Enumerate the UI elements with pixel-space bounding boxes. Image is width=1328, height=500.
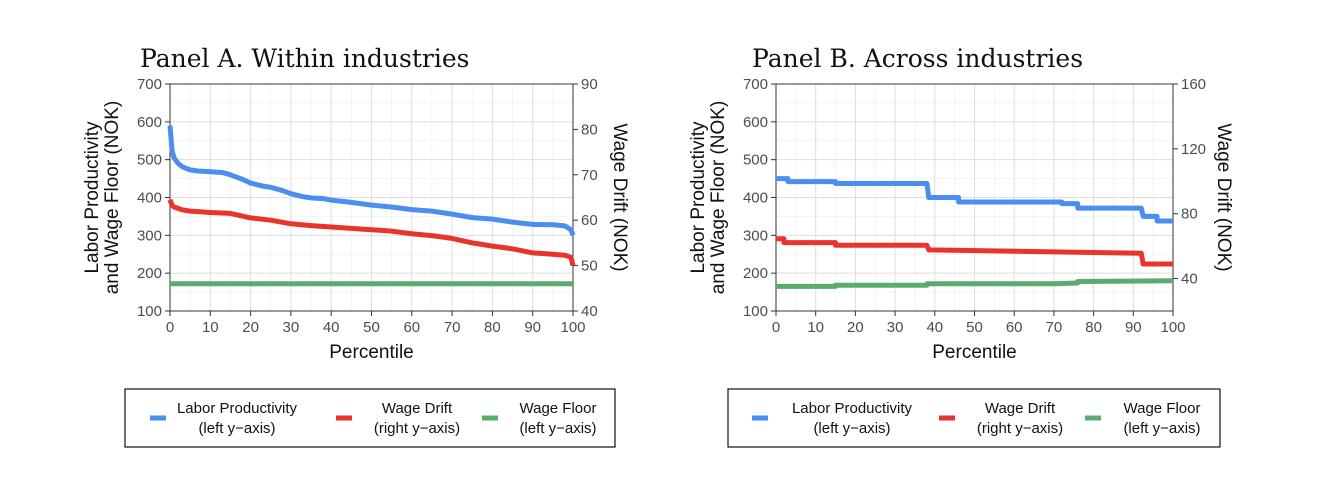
y-right-tick-label: 160 xyxy=(1181,76,1206,93)
y-right-tick-label: 40 xyxy=(1181,271,1198,288)
x-tick-label: 0 xyxy=(166,319,174,336)
legend-sublabel: (right y−axis) xyxy=(374,420,460,437)
y-right-tick-label: 90 xyxy=(581,76,598,93)
x-tick-label: 60 xyxy=(1006,319,1023,336)
x-tick-label: 50 xyxy=(363,319,380,336)
y-right-tick-label: 40 xyxy=(581,303,598,320)
legend-sublabel: (left y−axis) xyxy=(198,420,275,437)
y-left-axis-label-line1: Labor Productivity xyxy=(688,121,709,274)
x-tick-label: 60 xyxy=(403,319,420,336)
x-tick-label: 30 xyxy=(283,319,300,336)
legend-label: Wage Floor xyxy=(520,400,597,417)
y-left-tick-label: 400 xyxy=(743,190,768,207)
x-tick-label: 90 xyxy=(524,319,541,336)
series-line-wage-drift xyxy=(167,198,576,267)
y-right-tick-label: 80 xyxy=(581,121,598,138)
y-left-tick-label: 500 xyxy=(137,152,162,169)
x-tick-label: 20 xyxy=(847,319,864,336)
x-tick-label: 0 xyxy=(772,319,780,336)
x-tick-label: 50 xyxy=(966,319,983,336)
y-left-tick-label: 300 xyxy=(137,227,162,244)
legend-label: Wage Floor xyxy=(1124,400,1201,417)
chart-title: Panel B. Across industries xyxy=(752,44,1083,73)
y-right-tick-label: 80 xyxy=(1181,206,1198,223)
x-tick-label: 40 xyxy=(926,319,943,336)
legend-label: Wage Drift xyxy=(985,400,1056,417)
y-left-axis-label-line2: and Wage Floor (NOK) xyxy=(102,101,123,295)
x-tick-label: 30 xyxy=(887,319,904,336)
legend-sublabel: (left y−axis) xyxy=(813,420,890,437)
panel-a: Panel A. Within industries 0 10 20 30 40 50 60 7… xyxy=(82,44,630,448)
legend-label: Labor Productivity xyxy=(792,400,913,417)
chart-title: Panel A. Within industries xyxy=(140,44,469,73)
legend-sublabel: (left y−axis) xyxy=(519,420,596,437)
y-left-tick-label: 600 xyxy=(743,114,768,131)
y-left-tick-label: 500 xyxy=(743,152,768,169)
x-tick-label: 80 xyxy=(484,319,501,336)
legend-label: Wage Drift xyxy=(382,400,453,417)
x-tick-label: 90 xyxy=(1125,319,1142,336)
legend-label: Labor Productivity xyxy=(177,400,298,417)
y-right-tick-label: 70 xyxy=(581,167,598,184)
x-tick-label: 40 xyxy=(323,319,340,336)
legend-sublabel: (right y−axis) xyxy=(977,420,1063,437)
series-line-labor-productivity xyxy=(167,125,576,237)
x-axis-label: Percentile xyxy=(329,342,414,363)
legend-sublabel: (left y−axis) xyxy=(1123,420,1200,437)
y-left-tick-label: 600 xyxy=(137,114,162,131)
legend-box xyxy=(727,388,1221,448)
y-left-axis-label-line2: and Wage Floor (NOK) xyxy=(708,101,729,295)
series-line-wage-drift xyxy=(776,236,1173,267)
series-line-wage-floor xyxy=(776,278,1174,289)
y-left-tick-label: 200 xyxy=(137,265,162,282)
y-left-tick-label: 100 xyxy=(137,303,162,320)
y-right-axis-label: Wage Drift (NOK) xyxy=(609,123,630,271)
x-tick-label: 20 xyxy=(242,319,259,336)
y-right-axis-label: Wage Drift (NOK) xyxy=(1213,123,1234,271)
y-left-tick-label: 200 xyxy=(743,265,768,282)
x-tick-label: 10 xyxy=(202,319,219,336)
x-tick-label: 100 xyxy=(1160,319,1185,336)
y-left-tick-label: 700 xyxy=(743,76,768,93)
y-left-tick-label: 300 xyxy=(743,227,768,244)
panel-b: Panel B. Across industries 0 10 20 30 40 50 60 7… xyxy=(688,44,1234,448)
y-right-tick-label: 50 xyxy=(581,258,598,275)
x-tick-label: 70 xyxy=(444,319,461,336)
x-tick-label: 70 xyxy=(1046,319,1063,336)
y-left-tick-label: 100 xyxy=(743,303,768,320)
x-tick-label: 80 xyxy=(1085,319,1102,336)
y-left-tick-label: 400 xyxy=(137,190,162,207)
y-right-tick-label: 60 xyxy=(581,212,598,229)
x-tick-label: 100 xyxy=(560,319,585,336)
x-tick-label: 10 xyxy=(807,319,824,336)
x-axis-label: Percentile xyxy=(932,342,1017,363)
series-line-labor-productivity xyxy=(776,176,1173,224)
y-left-axis-label-line1: Labor Productivity xyxy=(82,121,103,274)
y-right-tick-label: 120 xyxy=(1181,141,1206,158)
legend-box xyxy=(124,388,616,448)
y-left-tick-label: 700 xyxy=(137,76,162,93)
